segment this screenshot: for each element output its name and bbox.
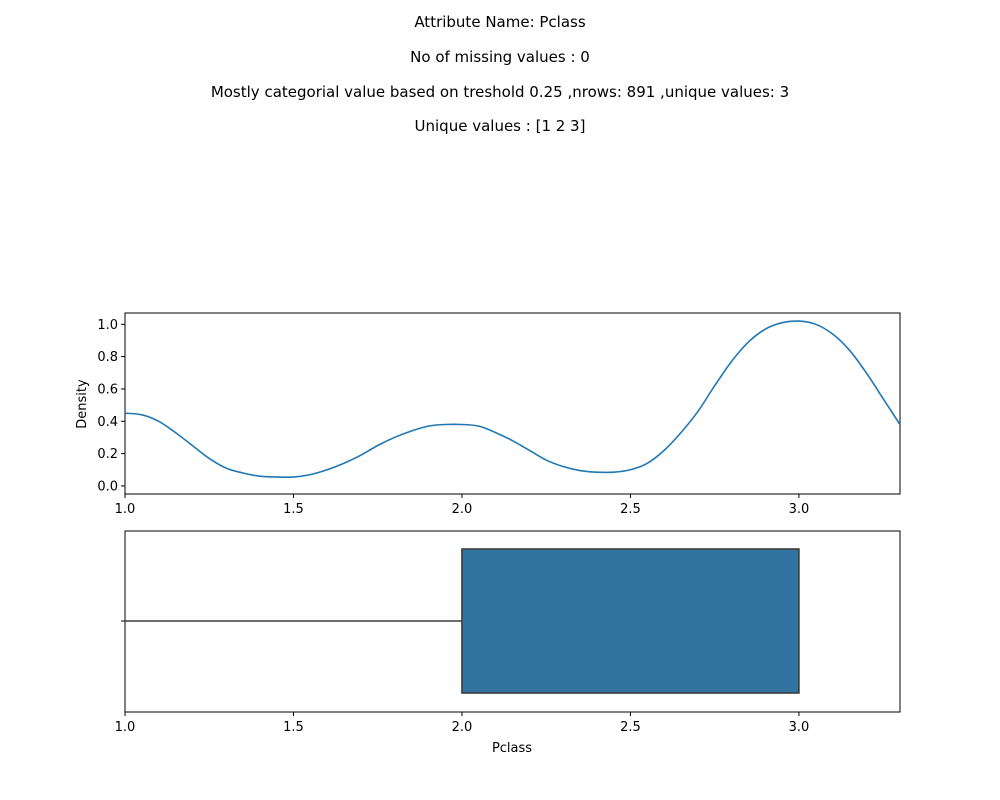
- box-x-tick-label: 2.5: [620, 720, 641, 735]
- box-x-ticks: 1.0 1.5 2.0 2.5 3.0: [115, 712, 810, 735]
- kde-x-tick-label: 2.0: [452, 502, 473, 517]
- box-x-tick-label: 1.0: [115, 720, 136, 735]
- box-iqr-rect: [461, 548, 800, 694]
- attribute-name-title: Attribute Name: Pclass: [414, 13, 586, 31]
- box-x-tick-label: 1.5: [283, 720, 304, 735]
- box-x-tick-label: 3.0: [789, 720, 810, 735]
- kde-y-tick-label: 0.8: [97, 350, 118, 365]
- kde-x-tick-label: 1.0: [115, 502, 136, 517]
- unique-values-text: Unique values : [1 2 3]: [414, 117, 586, 135]
- kde-y-tick-label: 0.6: [97, 382, 118, 397]
- kde-y-tick-label: 0.4: [97, 415, 118, 430]
- kde-y-tick-label: 0.2: [97, 447, 118, 462]
- kde-x-tick-label: 1.5: [283, 502, 304, 517]
- kde-x-tick-label: 3.0: [789, 502, 810, 517]
- missing-values-text: No of missing values : 0: [410, 48, 590, 66]
- box-x-tick-label: 2.0: [452, 720, 473, 735]
- kde-y-ticks: 0.0 0.2 0.4 0.6 0.8 1.0: [97, 318, 125, 494]
- kde-plot-frame: [124, 312, 901, 495]
- categorical-summary-text: Mostly categorial value based on treshol…: [210, 83, 790, 101]
- kde-y-axis-label: Density: [75, 379, 90, 429]
- kde-density-curve: [124, 320, 901, 479]
- kde-x-tick-label: 2.5: [620, 502, 641, 517]
- kde-panel: 0.0 0.2 0.4 0.6 0.8 1.0 1.0 1.5 2.0 2.5 3.0 Densi…: [75, 312, 901, 517]
- box-x-axis-label: Pclass: [492, 741, 532, 756]
- kde-x-ticks: 1.0 1.5 2.0 2.5 3.0: [115, 494, 810, 517]
- kde-y-tick-label: 1.0: [97, 318, 118, 333]
- box-panel: 1.0 1.5 2.0 2.5 3.0 Pclass: [115, 530, 901, 756]
- kde-y-tick-label: 0.0: [97, 479, 118, 494]
